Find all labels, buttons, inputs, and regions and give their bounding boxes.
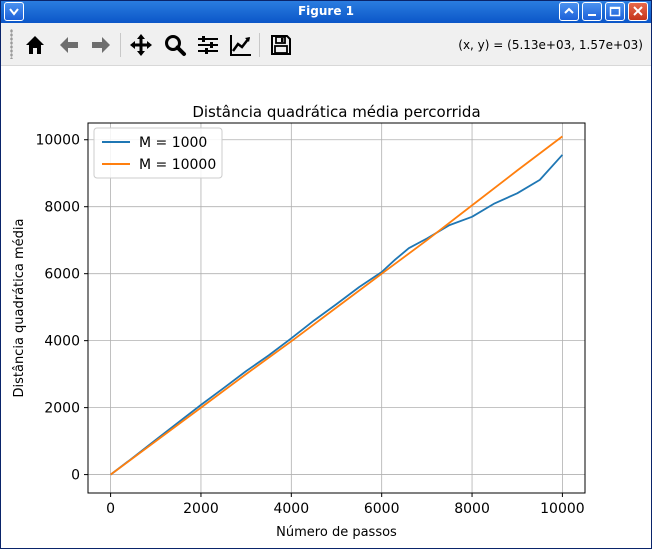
series-line-1[interactable] [110, 154, 564, 476]
figure-canvas[interactable]: 0 2000 4000 6000 8000 10000 0 2000 4000 6000 8000 1… [1, 66, 651, 548]
plot-svg[interactable]: 0 2000 4000 6000 8000 10000 0 2000 4000 6000 8000 1… [1, 66, 651, 548]
minimize-icon[interactable] [559, 2, 579, 21]
restore-icon[interactable] [605, 2, 625, 21]
forward-arrow-icon[interactable] [87, 31, 115, 59]
y-axis-label: Distância quadrática média [12, 218, 27, 397]
x-tick-label: 6000 [364, 501, 400, 517]
series-line-2[interactable] [110, 135, 563, 476]
y-tick-label: 10000 [35, 133, 80, 149]
toolbar-grip[interactable] [10, 29, 13, 59]
pan-icon[interactable] [127, 31, 155, 59]
x-axis-label: Número de passos [276, 525, 397, 540]
cursor-coordinates: (x, y) = (5.13e+03, 1.57e+03) [458, 38, 643, 52]
navigation-toolbar: (x, y) = (5.13e+03, 1.57e+03) [1, 23, 651, 66]
save-icon[interactable] [267, 31, 295, 59]
configure-subplots-icon[interactable] [194, 31, 222, 59]
legend-label-2: M = 10000 [139, 157, 216, 173]
maximize-icon[interactable] [582, 2, 602, 21]
zoom-icon[interactable] [161, 31, 189, 59]
x-tick-label: 0 [106, 501, 115, 517]
y-tick-label: 8000 [44, 200, 80, 216]
menu-icon[interactable] [4, 2, 24, 21]
back-arrow-icon[interactable] [55, 31, 83, 59]
y-tick-label: 4000 [44, 334, 80, 350]
axes-frame [87, 122, 586, 494]
y-tick-label: 2000 [44, 401, 80, 417]
legend-label-1: M = 1000 [139, 135, 207, 151]
close-icon[interactable] [628, 2, 648, 21]
legend-box [93, 127, 223, 179]
edit-axis-icon[interactable] [227, 31, 255, 59]
window-title: Figure 1 [297, 4, 355, 18]
chart-title: Distância quadrática média percorrida [192, 103, 480, 121]
home-icon[interactable] [21, 31, 49, 59]
x-tick-label: 8000 [454, 501, 490, 517]
x-tick-label: 10000 [540, 501, 585, 517]
toolbar-separator [120, 33, 121, 57]
title-bar[interactable]: Figure 1 [1, 1, 651, 23]
x-tick-label: 2000 [183, 501, 219, 517]
y-tick-label: 6000 [44, 267, 80, 283]
x-tick-label: 4000 [273, 501, 309, 517]
y-tick-label: 0 [71, 468, 80, 484]
toolbar-separator [259, 33, 260, 57]
